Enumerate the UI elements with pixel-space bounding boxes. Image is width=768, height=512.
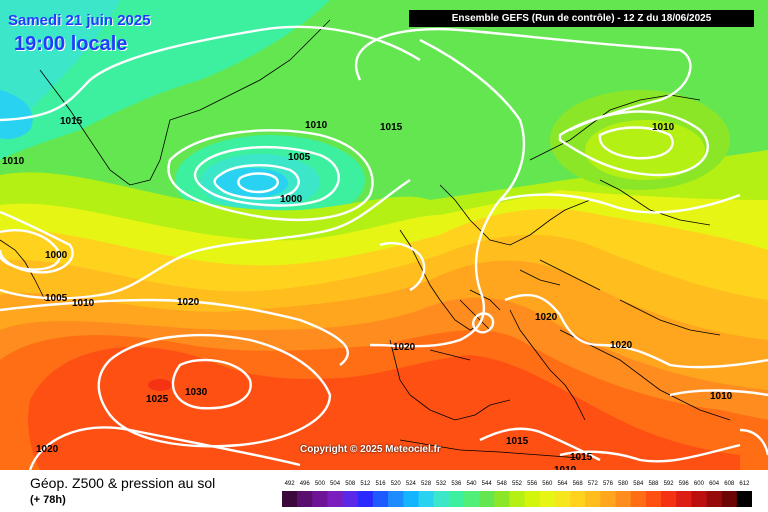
legend-level-label: 536 xyxy=(451,481,462,487)
legend-color-swatch xyxy=(691,491,707,507)
legend-color-swatch xyxy=(630,491,647,507)
isobar-label: 1000 xyxy=(45,250,68,261)
field-title: Géop. Z500 & pression au sol xyxy=(30,475,216,491)
legend-level-label: 492 xyxy=(285,481,296,487)
legend-level-label: 516 xyxy=(376,481,387,487)
legend-color-swatch xyxy=(463,491,480,507)
map-footer: Géop. Z500 & pression au sol (+ 78h) 492… xyxy=(0,470,768,512)
legend-level-label: 500 xyxy=(315,481,326,487)
legend-color-swatch xyxy=(600,491,616,507)
isobar-label: 1020 xyxy=(535,312,558,323)
legend-color-swatch xyxy=(585,491,601,507)
legend-color-swatch xyxy=(342,491,359,507)
legend-level-label: 560 xyxy=(542,481,553,487)
forecast-local-time: 19:00 locale xyxy=(14,33,128,55)
legend-color-swatch xyxy=(721,491,738,507)
legend-color-swatch xyxy=(509,491,525,507)
isobar-label: 1015 xyxy=(506,436,529,447)
isobar-label: 1015 xyxy=(570,452,593,463)
isobar-labels: 1015 1010 1010 1005 1000 1015 1010 1000 … xyxy=(2,116,733,470)
copyright-notice: Copyright © 2025 Meteociel.fr xyxy=(300,444,441,455)
legend-color-swatch xyxy=(312,491,328,507)
isobar-label: 1005 xyxy=(45,293,68,304)
legend-color-swatch xyxy=(357,491,374,507)
isobar-label: 1000 xyxy=(280,194,303,205)
legend-level-label: 584 xyxy=(633,481,644,487)
legend-color-swatch xyxy=(736,491,752,507)
legend-level-label: 580 xyxy=(618,481,629,487)
legend-level-label: 576 xyxy=(603,481,614,487)
legend-level-label: 504 xyxy=(330,481,341,487)
legend-color-swatch xyxy=(403,491,419,507)
legend-color-swatch xyxy=(479,491,495,507)
legend-color-swatch xyxy=(418,491,434,507)
isobar-label: 1010 xyxy=(554,465,577,470)
legend-level-label: 548 xyxy=(497,481,508,487)
legend-level-label: 612 xyxy=(739,481,750,487)
lead-time: (+ 78h) xyxy=(30,494,66,506)
legend-color-swatch xyxy=(706,491,722,507)
legend-level-label: 592 xyxy=(664,481,675,487)
legend-color-swatch xyxy=(676,491,692,507)
legend-color-swatch xyxy=(448,491,465,507)
legend-level-label: 552 xyxy=(512,481,523,487)
legend-level-label: 532 xyxy=(436,481,447,487)
legend-level-label: 524 xyxy=(406,481,417,487)
color-scale-legend: 492 496 500 504 508 512 516 520 524 528 532 536 540 5… xyxy=(282,481,752,507)
legend-level-label: 604 xyxy=(709,481,720,487)
legend-color-swatch xyxy=(661,491,677,507)
isobar-lines xyxy=(0,25,768,470)
isobar-label: 1010 xyxy=(652,122,675,133)
legend-color-swatch xyxy=(570,491,586,507)
geopotential-field xyxy=(0,0,768,470)
legend-color-swatch xyxy=(282,491,298,507)
isobar-label: 1020 xyxy=(177,297,200,308)
legend-level-label: 564 xyxy=(557,481,568,487)
legend-level-label: 508 xyxy=(345,481,356,487)
legend-level-label: 496 xyxy=(300,481,311,487)
legend-level-label: 600 xyxy=(694,481,705,487)
legend-level-label: 512 xyxy=(360,481,371,487)
legend-level-label: 528 xyxy=(421,481,432,487)
legend-level-label: 608 xyxy=(724,481,735,487)
legend-level-label: 544 xyxy=(482,481,493,487)
isobar-label: 1010 xyxy=(710,391,733,402)
isobar-label: 1025 xyxy=(146,394,169,405)
legend-color-swatch xyxy=(615,491,632,507)
isobar-label: 1030 xyxy=(185,387,208,398)
isobar-label: 1010 xyxy=(305,120,328,131)
legend-level-label: 520 xyxy=(391,481,402,487)
legend-color-swatch xyxy=(327,491,343,507)
legend-color-swatch xyxy=(554,491,571,507)
legend-level-label: 556 xyxy=(527,481,538,487)
legend-level-label: 596 xyxy=(679,481,690,487)
isobar-label: 1015 xyxy=(60,116,83,127)
legend-level-label: 588 xyxy=(648,481,659,487)
legend-level-label: 572 xyxy=(588,481,599,487)
legend-color-swatch xyxy=(645,491,662,507)
isobar-label: 1020 xyxy=(610,340,633,351)
legend-level-label: 540 xyxy=(467,481,478,487)
isobar-label: 1005 xyxy=(288,152,311,163)
legend-color-swatch xyxy=(494,491,510,507)
isobar-label: 1010 xyxy=(72,298,95,309)
legend-level-label: 568 xyxy=(573,481,584,487)
forecast-map: 1015 1010 1010 1005 1000 1015 1010 1000 … xyxy=(0,0,768,470)
isobar-label: 1020 xyxy=(393,342,416,353)
legend-color-swatch xyxy=(372,491,389,507)
legend-color-swatch xyxy=(539,491,556,507)
isobar-label: 1020 xyxy=(36,444,59,455)
legend-color-swatch xyxy=(433,491,450,507)
isobar-label: 1015 xyxy=(380,122,403,133)
legend-color-swatch xyxy=(388,491,404,507)
legend-color-swatch xyxy=(524,491,541,507)
legend-color-swatch xyxy=(297,491,313,507)
model-run-info: Ensemble GEFS (Run de contrôle) - 12 Z d… xyxy=(409,10,754,27)
forecast-date: Samedi 21 juin 2025 xyxy=(8,12,151,29)
isobar-label: 1010 xyxy=(2,156,25,167)
